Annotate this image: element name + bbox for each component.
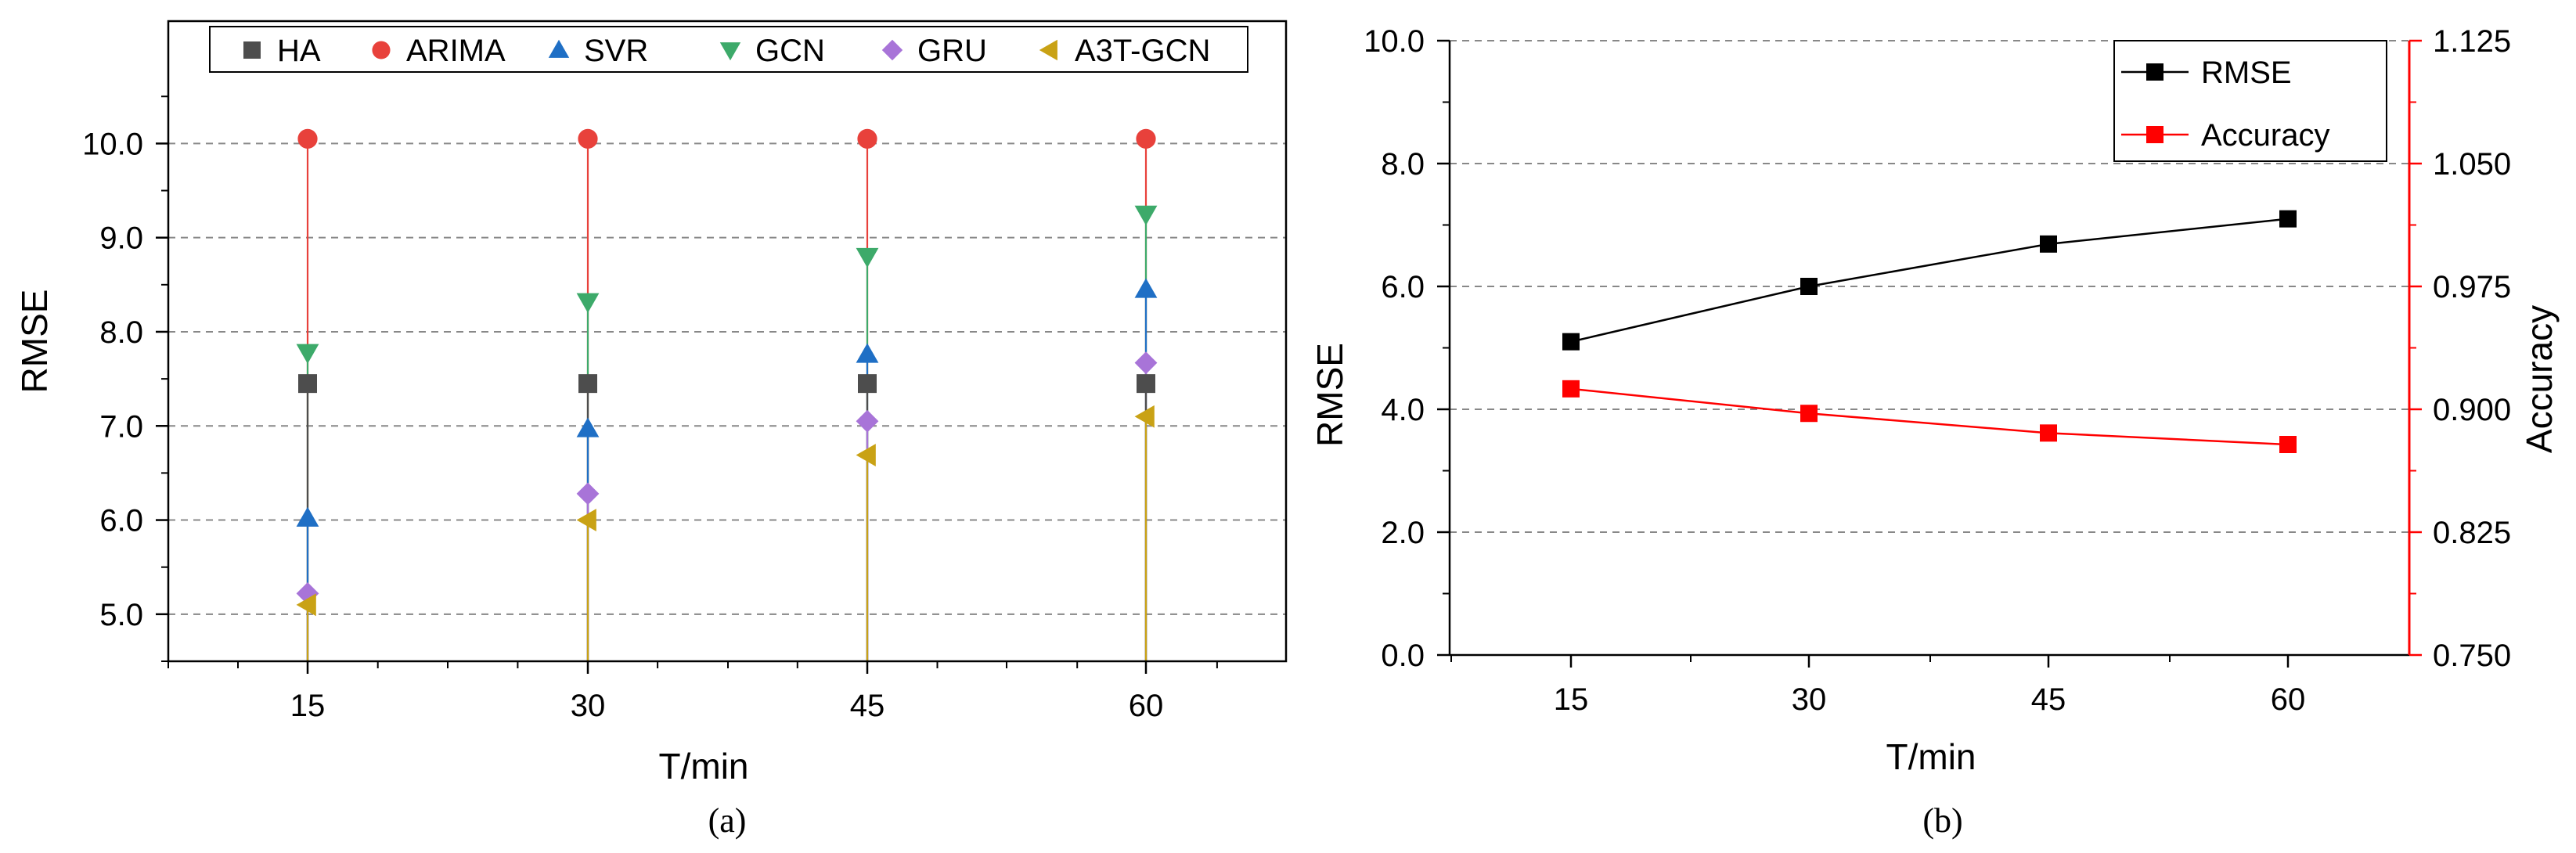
panel-a-caption: (a) xyxy=(708,801,747,840)
panel-a-x-tick-label: 45 xyxy=(850,689,885,723)
panel-b-y-tick-label: 2.0 xyxy=(1381,516,1425,550)
panel-a-y-tick-label: 10.0 xyxy=(82,127,143,161)
panel-a-point-gru xyxy=(856,409,879,433)
panel-a-legend-marker-gcn xyxy=(719,42,741,61)
panel-b-y-tick-label: 6.0 xyxy=(1381,270,1425,304)
panel-b-legend-marker-rmse xyxy=(2146,63,2163,81)
panel-b-x-tick-label: 30 xyxy=(1792,682,1827,717)
panel-b-markers xyxy=(1562,210,2297,454)
panel-a-legend-marker-gru xyxy=(881,39,903,61)
panel-a-point-arima xyxy=(297,128,318,149)
panel-b-y2-ticks: 0.750 0.825 0.900 0.975 1.050 1.125 xyxy=(2409,24,2511,673)
panel-b-x-tick-label: 60 xyxy=(2271,682,2306,717)
panel-b-y2-tick-label: 1.125 xyxy=(2433,24,2511,59)
panel-a-legend-marker-a3t-gcn xyxy=(1039,39,1057,61)
panel-b-x-tick-label: 15 xyxy=(1554,682,1589,717)
panel-b-gridlines xyxy=(1450,40,2409,533)
panel-a-point-arima xyxy=(857,128,877,149)
panel-b-y2-tick-label: 0.900 xyxy=(2433,393,2511,427)
panel-a-point-svr xyxy=(576,417,600,437)
panel-b-rmse-accuracy: 0.0 2.0 4.0 6.0 8.0 10.0 0.750 0.825 0.900 0.975… xyxy=(1310,24,2560,840)
panel-a-y-tick-label: 9.0 xyxy=(99,221,143,256)
panel-a-legend-label-svr: SVR xyxy=(584,34,648,68)
panel-a-y-axis-label: RMSE xyxy=(14,290,55,394)
panel-a-y-tick-label: 7.0 xyxy=(99,409,143,444)
panel-a-legend-label-ha: HA xyxy=(277,34,321,68)
panel-a-point-ha xyxy=(858,374,877,394)
panel-a-gridlines xyxy=(168,142,1286,615)
panel-b-x-tick-label: 45 xyxy=(2031,682,2066,717)
panel-b-line-accuracy xyxy=(1570,387,2289,446)
panel-a-point-a3t-gcn xyxy=(576,509,596,531)
panel-a-point-svr xyxy=(296,506,319,527)
panel-a-legend: HA ARIMA SVR GCN GRU A3T-GCN xyxy=(209,26,1248,73)
panel-a-legend-marker-arima xyxy=(372,41,391,59)
panel-a-legend-label-gcn: GCN xyxy=(755,34,825,68)
panel-b-series-lines xyxy=(1570,218,2289,446)
panel-b-point-accuracy xyxy=(2279,436,2297,454)
panel-a-point-gcn xyxy=(576,293,600,313)
panel-a-point-a3t-gcn xyxy=(296,593,316,617)
panel-a-legend-label-a3t-gcn: A3T-GCN xyxy=(1075,34,1210,68)
panel-b-y-axis-label: RMSE xyxy=(1310,343,1350,447)
panel-b-y-tick-label: 0.0 xyxy=(1381,639,1425,673)
panel-a-legend-marker-ha xyxy=(243,41,261,59)
panel-a-point-ha xyxy=(298,374,317,394)
panel-a-x-tick-label: 15 xyxy=(290,689,326,723)
panel-b-point-accuracy xyxy=(2040,424,2057,442)
panel-b-y-tick-label: 10.0 xyxy=(1364,24,1425,59)
panel-b-point-accuracy xyxy=(1562,380,1580,398)
panel-a-point-svr xyxy=(1134,278,1158,298)
panel-b-y2-axis-label: Accuracy xyxy=(2519,305,2560,453)
panel-a-point-ha xyxy=(578,374,597,394)
panel-a-legend-label-arima: ARIMA xyxy=(406,34,506,68)
panel-a-stems xyxy=(306,139,1147,661)
panel-a-y-tick-label: 6.0 xyxy=(99,504,143,538)
panel-b-x-ticks: 15 30 45 60 xyxy=(1450,655,2306,717)
panel-b-y2-tick-label: 1.050 xyxy=(2433,147,2511,182)
panel-b-legend: RMSE Accuracy xyxy=(2113,40,2387,162)
panel-b-point-rmse xyxy=(1800,278,1818,295)
panel-a-point-gcn xyxy=(856,247,879,268)
panel-b-y2-tick-label: 0.975 xyxy=(2433,270,2511,304)
panel-a-y-tick-label: 5.0 xyxy=(99,598,143,632)
panel-a-legend-label-gru: GRU xyxy=(917,34,987,68)
panel-a-x-ticks: 15 30 45 60 xyxy=(168,661,1218,723)
panel-b-y2-tick-label: 0.750 xyxy=(2433,639,2511,673)
panel-b-legend-label-accuracy: Accuracy xyxy=(2201,118,2330,153)
panel-a-point-a3t-gcn xyxy=(856,444,876,466)
panel-a-point-gru xyxy=(1134,351,1158,375)
panel-a-x-tick-label: 60 xyxy=(1129,689,1164,723)
panel-a-point-a3t-gcn xyxy=(1134,405,1155,428)
panel-b-point-accuracy xyxy=(1800,405,1818,423)
panel-a-x-tick-label: 30 xyxy=(571,689,606,723)
panel-a-rmse-by-model: 5.06.07.08.09.010.0 15 30 45 60 RMSE T/min … xyxy=(14,20,1288,840)
panel-b-point-rmse xyxy=(2279,210,2297,228)
panel-b-point-rmse xyxy=(1562,333,1580,351)
panel-a-y-tick-label: 8.0 xyxy=(99,315,143,350)
panel-a-point-arima xyxy=(1136,128,1156,149)
panel-a-y-ticks: 5.0 6.0 7.0 8.0 9.0 10.0 xyxy=(82,95,168,662)
panel-a-x-axis-label: T/min xyxy=(659,746,749,786)
panel-b-y-tick-label: 4.0 xyxy=(1381,393,1425,427)
panel-b-y-ticks: 0.0 2.0 4.0 6.0 8.0 10.0 xyxy=(1364,24,1450,673)
panel-a-plot-frame xyxy=(167,20,1288,663)
panel-b-legend-label-rmse: RMSE xyxy=(2201,56,2292,90)
panel-b-point-rmse xyxy=(2040,235,2057,253)
panel-a-point-svr xyxy=(856,343,879,363)
panel-b-legend-marker-accuracy xyxy=(2146,126,2163,143)
panel-b-x-axis-label: T/min xyxy=(1886,736,1976,777)
panel-a-legend-marker-svr xyxy=(548,39,570,58)
panel-b-caption: (b) xyxy=(1922,801,1962,840)
panel-a-point-gru xyxy=(576,482,600,506)
panel-b-line-rmse xyxy=(1570,218,2289,343)
panel-b-y-tick-label: 8.0 xyxy=(1381,147,1425,182)
panel-a-point-gcn xyxy=(296,344,319,364)
panel-a-point-ha xyxy=(1137,374,1155,394)
panel-a-markers xyxy=(296,128,1158,617)
panel-a-point-arima xyxy=(578,128,598,149)
panel-a-point-gcn xyxy=(1134,205,1158,226)
panel-b-y2-tick-label: 0.825 xyxy=(2433,516,2511,550)
